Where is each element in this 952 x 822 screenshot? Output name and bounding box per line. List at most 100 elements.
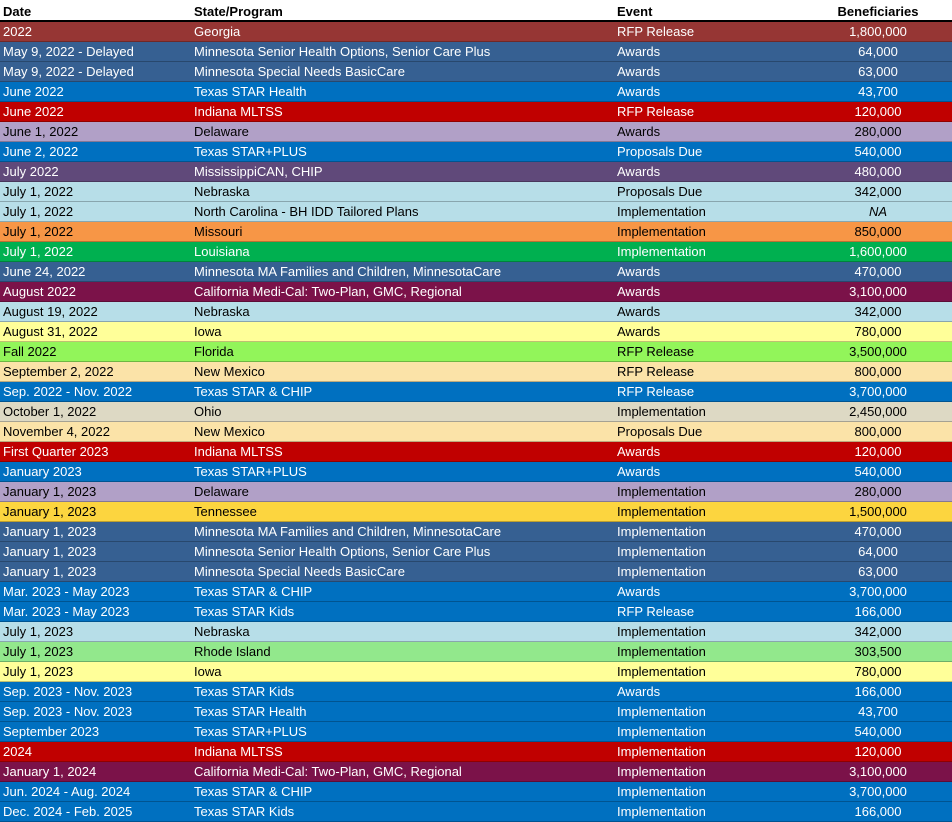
cell-program[interactable]: Minnesota Senior Health Options, Senior … — [194, 544, 491, 559]
cell-date[interactable]: Fall 2022 — [3, 344, 57, 359]
cell-event[interactable]: Implementation — [617, 564, 706, 579]
cell-date[interactable]: November 4, 2022 — [3, 424, 110, 439]
cell-program[interactable]: Texas STAR Health — [194, 84, 307, 99]
cell-program[interactable]: Ohio — [194, 404, 222, 419]
cell-program[interactable]: Texas STAR+PLUS — [194, 724, 307, 739]
cell-program[interactable]: Nebraska — [194, 624, 250, 639]
cell-event[interactable]: Implementation — [617, 664, 706, 679]
cell-program[interactable]: Indiana MLTSS — [194, 104, 283, 119]
cell-program[interactable]: Minnesota Special Needs BasicCare — [194, 64, 405, 79]
cell-date[interactable]: June 2022 — [3, 104, 64, 119]
cell-program[interactable]: Louisiana — [194, 244, 250, 259]
cell-program[interactable]: New Mexico — [194, 364, 265, 379]
cell-event[interactable]: Implementation — [617, 224, 706, 239]
cell-beneficiaries[interactable]: 3,700,000 — [849, 584, 907, 599]
cell-event[interactable]: Awards — [617, 64, 661, 79]
cell-event[interactable]: Awards — [617, 684, 661, 699]
cell-date[interactable]: January 1, 2023 — [3, 544, 97, 559]
cell-date[interactable]: June 2, 2022 — [3, 144, 79, 159]
cell-beneficiaries[interactable]: 800,000 — [854, 424, 902, 439]
cell-beneficiaries[interactable]: 63,000 — [858, 564, 898, 579]
cell-date[interactable]: July 2022 — [3, 164, 59, 179]
cell-beneficiaries[interactable]: 166,000 — [854, 684, 902, 699]
cell-beneficiaries[interactable]: 342,000 — [854, 304, 902, 319]
cell-event[interactable]: Awards — [617, 44, 661, 59]
cell-program[interactable]: Nebraska — [194, 304, 250, 319]
cell-event[interactable]: Awards — [617, 164, 661, 179]
cell-beneficiaries[interactable]: 470,000 — [854, 524, 902, 539]
cell-event[interactable]: Awards — [617, 444, 661, 459]
cell-date[interactable]: May 9, 2022 - Delayed — [3, 44, 134, 59]
cell-program[interactable]: Indiana MLTSS — [194, 744, 283, 759]
cell-event[interactable]: RFP Release — [617, 24, 695, 39]
cell-event[interactable]: Awards — [617, 324, 661, 339]
cell-beneficiaries[interactable]: 780,000 — [854, 664, 902, 679]
header-date[interactable]: Date — [3, 4, 32, 19]
cell-beneficiaries[interactable]: 470,000 — [854, 264, 902, 279]
cell-program[interactable]: Florida — [194, 344, 234, 359]
cell-date[interactable]: January 1, 2023 — [3, 484, 97, 499]
cell-date[interactable]: August 2022 — [3, 284, 77, 299]
cell-beneficiaries[interactable]: 120,000 — [854, 744, 902, 759]
cell-event[interactable]: Implementation — [617, 624, 706, 639]
cell-event[interactable]: Awards — [617, 264, 661, 279]
cell-beneficiaries[interactable]: 166,000 — [854, 804, 902, 819]
cell-beneficiaries[interactable]: 540,000 — [854, 724, 902, 739]
cell-beneficiaries[interactable]: 1,500,000 — [849, 504, 907, 519]
cell-date[interactable]: Sep. 2022 - Nov. 2022 — [3, 384, 133, 399]
cell-event[interactable]: Implementation — [617, 204, 706, 219]
cell-beneficiaries[interactable]: 43,700 — [858, 84, 898, 99]
cell-beneficiaries[interactable]: 280,000 — [854, 484, 902, 499]
cell-program[interactable]: Tennessee — [194, 504, 257, 519]
cell-date[interactable]: June 24, 2022 — [3, 264, 86, 279]
cell-date[interactable]: September 2023 — [3, 724, 100, 739]
cell-event[interactable]: Implementation — [617, 764, 706, 779]
cell-beneficiaries[interactable]: 540,000 — [854, 144, 902, 159]
cell-program[interactable]: MississippiCAN, CHIP — [194, 164, 323, 179]
cell-beneficiaries[interactable]: 63,000 — [858, 64, 898, 79]
cell-event[interactable]: Awards — [617, 464, 661, 479]
cell-date[interactable]: May 9, 2022 - Delayed — [3, 64, 134, 79]
cell-date[interactable]: July 1, 2023 — [3, 624, 74, 639]
cell-event[interactable]: RFP Release — [617, 384, 695, 399]
cell-date[interactable]: 2024 — [3, 744, 32, 759]
cell-program[interactable]: Texas STAR & CHIP — [194, 384, 313, 399]
cell-event[interactable]: RFP Release — [617, 344, 695, 359]
cell-event[interactable]: Implementation — [617, 724, 706, 739]
cell-date[interactable]: July 1, 2022 — [3, 184, 74, 199]
cell-program[interactable]: Texas STAR Kids — [194, 684, 295, 699]
cell-beneficiaries[interactable]: 1,800,000 — [849, 24, 907, 39]
cell-date[interactable]: Sep. 2023 - Nov. 2023 — [3, 704, 133, 719]
cell-date[interactable]: January 2023 — [3, 464, 82, 479]
cell-event[interactable]: RFP Release — [617, 604, 695, 619]
cell-program[interactable]: Minnesota MA Families and Children, Minn… — [194, 524, 502, 539]
cell-beneficiaries[interactable]: 800,000 — [854, 364, 902, 379]
cell-program[interactable]: California Medi-Cal: Two-Plan, GMC, Regi… — [194, 284, 462, 299]
cell-event[interactable]: Implementation — [617, 504, 706, 519]
cell-beneficiaries[interactable]: 3,500,000 — [849, 344, 907, 359]
cell-event[interactable]: Implementation — [617, 784, 706, 799]
cell-event[interactable]: Implementation — [617, 404, 706, 419]
cell-beneficiaries[interactable]: 3,100,000 — [849, 764, 907, 779]
cell-beneficiaries[interactable]: 3,700,000 — [849, 384, 907, 399]
cell-beneficiaries[interactable]: 3,700,000 — [849, 784, 907, 799]
cell-program[interactable]: Delaware — [194, 484, 249, 499]
cell-date[interactable]: Dec. 2024 - Feb. 2025 — [3, 804, 133, 819]
cell-event[interactable]: Proposals Due — [617, 424, 703, 439]
cell-event[interactable]: Implementation — [617, 244, 706, 259]
cell-beneficiaries[interactable]: 540,000 — [854, 464, 902, 479]
cell-event[interactable]: Awards — [617, 304, 661, 319]
header-program[interactable]: State/Program — [194, 4, 283, 19]
cell-date[interactable]: January 1, 2023 — [3, 504, 97, 519]
header-beneficiaries[interactable]: Beneficiaries — [837, 4, 919, 19]
cell-beneficiaries[interactable]: 64,000 — [858, 44, 898, 59]
header-event[interactable]: Event — [617, 4, 653, 19]
cell-date[interactable]: January 1, 2024 — [3, 764, 97, 779]
cell-program[interactable]: Minnesota Senior Health Options, Senior … — [194, 44, 491, 59]
cell-date[interactable]: First Quarter 2023 — [3, 444, 109, 459]
cell-program[interactable]: Minnesota MA Families and Children, Minn… — [194, 264, 502, 279]
cell-beneficiaries[interactable]: 850,000 — [854, 224, 902, 239]
cell-program[interactable]: New Mexico — [194, 424, 265, 439]
cell-date[interactable]: July 1, 2022 — [3, 244, 74, 259]
cell-program[interactable]: Nebraska — [194, 184, 250, 199]
